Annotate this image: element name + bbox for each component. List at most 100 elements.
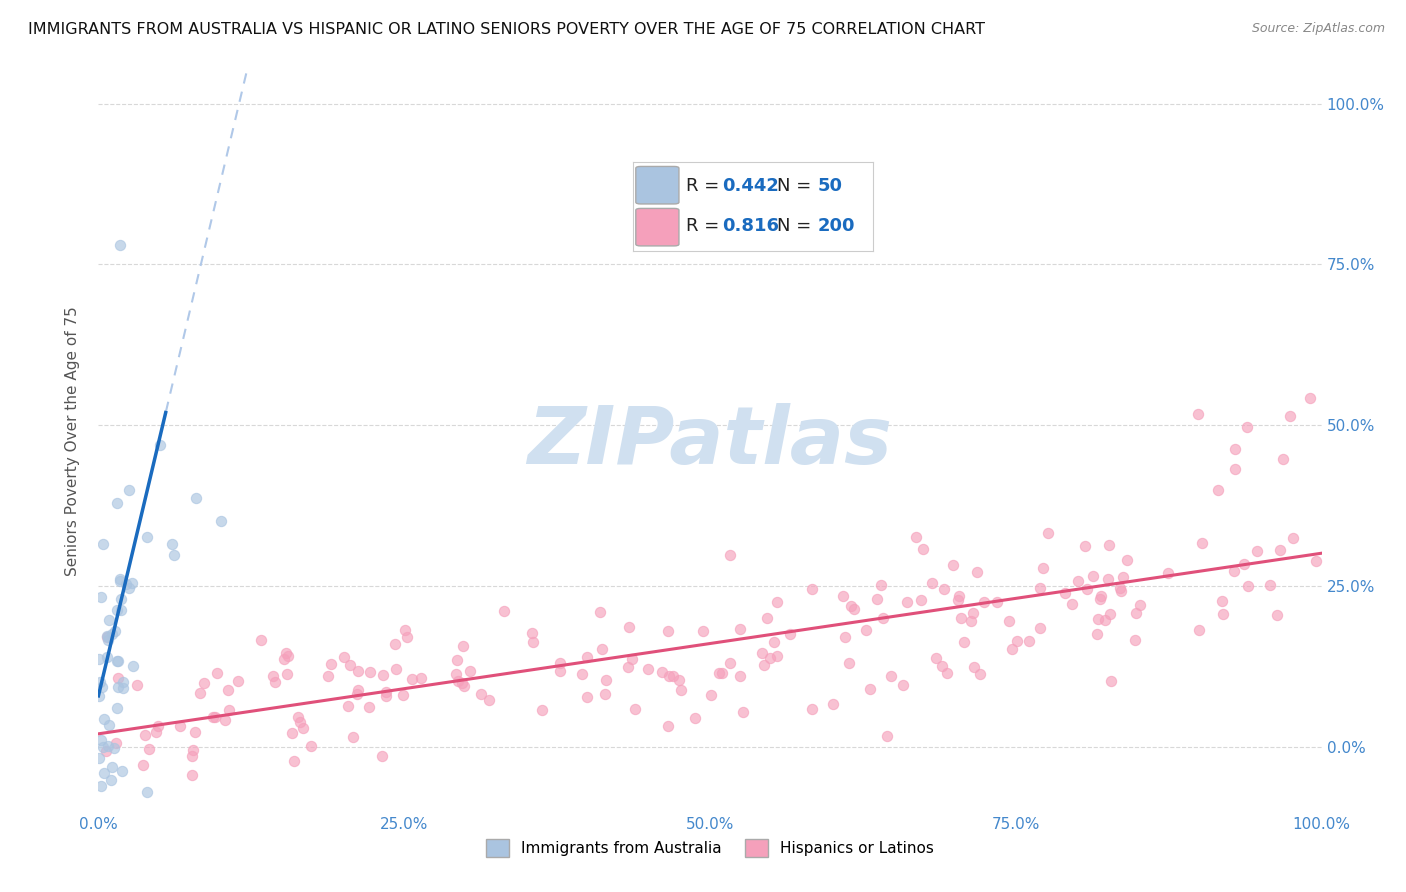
Point [754, 658, 776, 673]
Point [1036, 525, 1059, 540]
Point [912, 542, 935, 557]
Point [292, 721, 315, 735]
Point [530, 703, 553, 717]
Point [823, 697, 845, 711]
Point [1278, 409, 1301, 423]
Point [89, 674, 111, 689]
Point [619, 620, 641, 634]
Point [90, 733, 112, 747]
Point [710, 666, 733, 681]
Point [121, 659, 143, 673]
Point [1074, 539, 1097, 553]
Point [1060, 597, 1083, 611]
Point [657, 624, 679, 639]
Point [932, 582, 955, 596]
Legend: Immigrants from Australia, Hispanics or Latinos: Immigrants from Australia, Hispanics or … [479, 832, 941, 863]
Point [765, 649, 787, 664]
Point [1271, 452, 1294, 467]
Point [838, 656, 860, 670]
Point [617, 660, 640, 674]
Point [336, 699, 359, 714]
Point [104, 624, 127, 638]
Point [766, 595, 789, 609]
Point [866, 591, 889, 606]
Point [91, 680, 114, 694]
Text: 50: 50 [818, 178, 844, 195]
Point [668, 673, 690, 687]
Point [1098, 607, 1121, 621]
Point [98, 613, 121, 627]
Point [274, 647, 297, 661]
Point [891, 678, 914, 692]
Point [548, 665, 571, 679]
Point [936, 666, 959, 681]
Point [591, 641, 613, 656]
Point [671, 683, 693, 698]
Point [100, 772, 122, 787]
Point [385, 662, 408, 676]
Point [692, 624, 714, 639]
Point [1067, 574, 1090, 589]
Point [217, 682, 239, 697]
Point [226, 673, 249, 688]
Point [494, 604, 516, 618]
Text: R =: R = [686, 178, 725, 195]
Point [1188, 623, 1211, 637]
Point [100, 627, 122, 641]
Point [1054, 586, 1077, 600]
Point [1087, 612, 1109, 626]
Point [96, 649, 118, 664]
Point [145, 725, 167, 739]
Point [593, 687, 616, 701]
Point [392, 688, 415, 702]
Point [96, 744, 118, 758]
Point [375, 685, 398, 699]
Point [522, 635, 544, 649]
Point [1305, 554, 1327, 568]
Point [969, 667, 991, 681]
Point [963, 659, 986, 673]
Point [844, 601, 866, 615]
Point [855, 624, 877, 638]
Point [89, 652, 111, 666]
Point [111, 764, 134, 778]
Point [214, 713, 236, 727]
Point [1123, 633, 1146, 648]
Point [181, 749, 204, 764]
Point [93, 712, 115, 726]
Point [876, 729, 898, 743]
Point [921, 576, 943, 591]
Point [112, 674, 135, 689]
Point [87, 690, 110, 704]
Point [117, 582, 139, 596]
Point [1090, 589, 1112, 603]
Point [371, 749, 394, 764]
Point [107, 680, 129, 694]
Text: Source: ZipAtlas.com: Source: ZipAtlas.com [1251, 22, 1385, 36]
Point [401, 672, 423, 686]
Point [1223, 461, 1246, 475]
Point [186, 491, 208, 506]
Point [624, 701, 647, 715]
Point [1211, 594, 1233, 608]
Point [1029, 621, 1052, 635]
Point [685, 711, 707, 725]
Point [411, 671, 433, 685]
Point [966, 565, 988, 579]
Point [453, 639, 475, 653]
Point [1098, 538, 1121, 552]
Point [181, 768, 204, 782]
Point [477, 693, 499, 707]
Point [91, 740, 114, 755]
Point [751, 646, 773, 660]
Point [1212, 607, 1234, 621]
Point [1112, 569, 1135, 583]
Point [333, 649, 356, 664]
Point [110, 602, 132, 616]
Point [657, 719, 679, 733]
Point [97, 739, 120, 754]
Point [121, 576, 143, 591]
Point [204, 710, 226, 724]
Point [1299, 391, 1322, 405]
Point [110, 238, 132, 252]
